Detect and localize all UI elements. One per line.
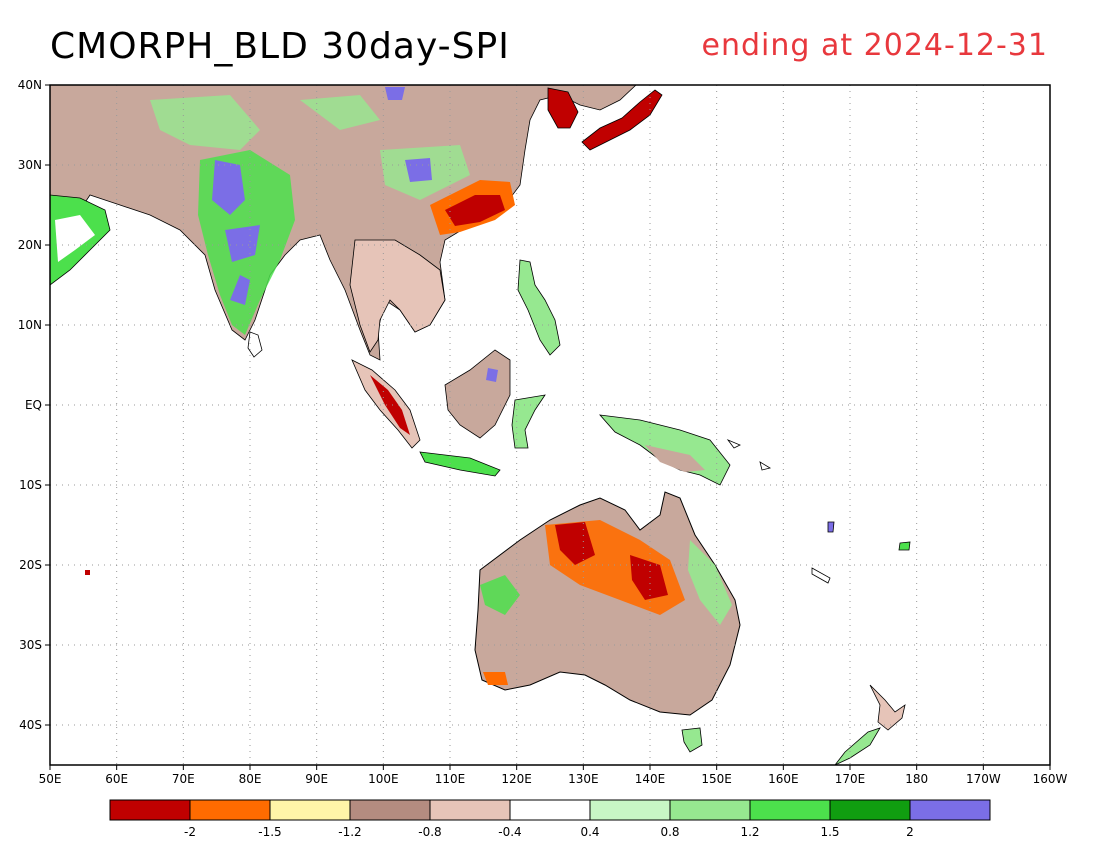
indochina <box>349 239 446 353</box>
colorbar-swatch <box>669 799 751 821</box>
lon-tick-label: 100E <box>368 772 399 786</box>
lat-tick-label: 40S <box>19 718 42 732</box>
lon-tick-label: 60E <box>105 772 128 786</box>
tasmania <box>681 727 703 753</box>
lon-tick-label: 80E <box>239 772 262 786</box>
lat-tick-label: 10N <box>18 318 42 332</box>
lon-tick-label: 110E <box>435 772 466 786</box>
colorbar-swatch <box>109 799 191 821</box>
lat-tick-label: 30S <box>19 638 42 652</box>
lon-tick-label: 120E <box>501 772 532 786</box>
lat-tick-label: 20S <box>19 558 42 572</box>
colorbar-label: -1.2 <box>338 825 361 839</box>
borneo-wet <box>486 368 498 382</box>
sumatra-dry <box>370 375 410 435</box>
tibet-purple <box>385 87 432 182</box>
india-very-wet-patch <box>212 160 260 305</box>
lat-tick-label: 40N <box>18 78 42 92</box>
arabia-light <box>55 215 95 262</box>
se-china-very-dry <box>445 195 505 226</box>
lon-tick-label: 50E <box>39 772 62 786</box>
lon-tick-label: 70E <box>172 772 195 786</box>
lat-tick-label: 20N <box>18 238 42 252</box>
colorbar-label: 0.8 <box>660 825 679 839</box>
fiji <box>898 541 911 551</box>
colorbar-swatch <box>349 799 431 821</box>
new-guinea-dry <box>645 445 705 472</box>
lon-tick-label: 150E <box>701 772 732 786</box>
korea <box>547 87 579 129</box>
colorbar-swatch <box>829 799 911 821</box>
colorbar-label: -1.5 <box>258 825 281 839</box>
colorbar-swatch <box>189 799 271 821</box>
lat-tick-label: EQ <box>25 398 42 412</box>
sulawesi <box>511 394 546 449</box>
map-frame <box>49 84 1051 766</box>
colorbar: -2 -1.5 -1.2 -0.8 -0.4 0.4 0.8 1.2 1.5 2 <box>109 799 991 839</box>
asia-landmass <box>50 85 637 361</box>
new-caledonia <box>811 567 831 584</box>
colorbar-swatch <box>509 799 591 821</box>
map-subtitle: ending at 2024-12-31 <box>701 28 1048 63</box>
map-title: CMORPH_BLD 30day-SPI <box>50 26 510 67</box>
new-zealand-north <box>869 684 906 731</box>
japan <box>581 89 663 151</box>
colorbar-label: -0.8 <box>418 825 441 839</box>
australia-east-wet <box>688 540 732 625</box>
australia-sw-dry <box>483 672 508 685</box>
colorbar-label: -0.4 <box>498 825 521 839</box>
lon-tick-label: 170W <box>966 772 1001 786</box>
colorbar-swatch <box>269 799 351 821</box>
colorbar-swatch <box>429 799 511 821</box>
colorbar-label: -2 <box>184 825 196 839</box>
lat-tick-label: 30N <box>18 158 42 172</box>
sri-lanka <box>247 331 263 358</box>
solomon-islands <box>726 439 772 471</box>
colorbar-label: 0.4 <box>580 825 599 839</box>
lon-tick-label: 180 <box>905 772 928 786</box>
vanuatu <box>827 521 835 533</box>
colorbar-label: 1.5 <box>820 825 839 839</box>
australia-west-wet <box>480 575 520 615</box>
colorbar-swatch <box>909 799 991 821</box>
colorbar-label: 2 <box>906 825 914 839</box>
lat-tick-label: 10S <box>19 478 42 492</box>
lon-tick-label: 90E <box>305 772 328 786</box>
lon-tick-label: 140E <box>635 772 666 786</box>
central-asia-moist <box>150 95 470 200</box>
colorbar-swatch <box>749 799 831 821</box>
lon-tick-label: 170E <box>835 772 866 786</box>
philippines <box>517 259 561 356</box>
java <box>419 451 501 477</box>
colorbar-label: 1.2 <box>740 825 759 839</box>
lon-tick-label: 130E <box>568 772 599 786</box>
madagascar-island <box>85 570 90 575</box>
colorbar-swatch <box>589 799 671 821</box>
lon-tick-label: 160W <box>1033 772 1068 786</box>
map-ticks: 50E 60E 70E 80E 90E 100E 110E 120E 130E 140E 150E 1… <box>18 78 1068 786</box>
lon-tick-label: 160E <box>768 772 799 786</box>
